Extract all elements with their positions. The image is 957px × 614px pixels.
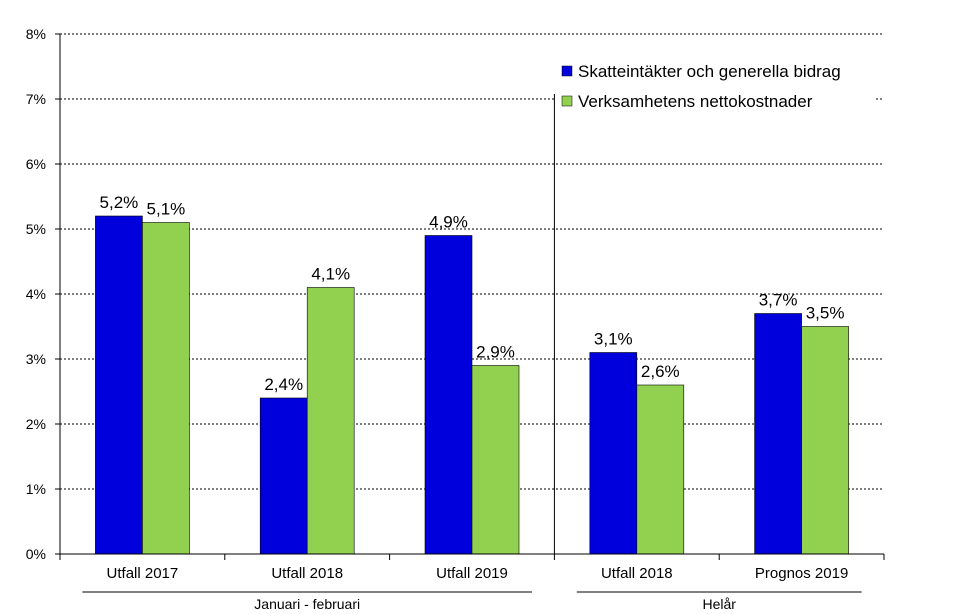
data-label: 5,2% [100, 193, 139, 212]
bars [95, 215, 849, 555]
group-label: Helår [702, 596, 736, 612]
x-category-label: Utfall 2018 [601, 565, 673, 582]
x-category-label: Utfall 2017 [107, 565, 179, 582]
bar-skatteintakter [754, 313, 802, 555]
bar-skatteintakter [589, 352, 638, 555]
data-label: 3,1% [594, 330, 633, 349]
y-tick-label: 2% [26, 416, 46, 432]
y-tick-label: 6% [26, 156, 46, 172]
legend-label: Verksamhetens nettokostnader [578, 92, 813, 111]
data-labels: 5,2% 2,4% 4,9% 3,1% 3,7% 5,1% 4,1% 2,9% 2,6% 3,5% [100, 193, 845, 394]
x-category-label: Utfall 2019 [436, 565, 508, 582]
data-label: 2,4% [264, 375, 303, 394]
x-category-label: Utfall 2018 [271, 565, 343, 582]
y-tick-label: 1% [26, 481, 46, 497]
bar-nettokostnader [801, 326, 849, 555]
legend-swatch [561, 65, 573, 77]
x-category-label: Prognos 2019 [755, 565, 848, 582]
bar-nettokostnader [471, 365, 520, 555]
legend: Skatteintäkter och generella bidrag Verks… [555, 52, 875, 120]
data-label: 4,1% [311, 265, 350, 284]
group-labels: Januari - februari Helår [82, 591, 862, 612]
bar-skatteintakter [424, 235, 473, 555]
data-label: 3,7% [759, 291, 798, 310]
y-tick-label: 7% [26, 91, 46, 107]
category-labels: Utfall 2017 Utfall 2018 Utfall 2019 Utfall … [107, 565, 849, 582]
y-tick-label: 8% [26, 26, 46, 42]
bar-nettokostnader [306, 287, 355, 555]
group-label: Januari - februari [254, 596, 360, 612]
data-label: 2,6% [641, 362, 680, 381]
bar-skatteintakter [259, 397, 308, 555]
legend-background [555, 52, 875, 120]
bar-skatteintakter [95, 215, 143, 555]
y-axis-ticks: 0% 1% 2% 3% 4% 5% 6% 7% 8% [26, 26, 60, 562]
data-label: 3,5% [806, 304, 845, 323]
bar-nettokostnader [142, 222, 190, 555]
data-label: 5,1% [147, 200, 186, 219]
data-label: 4,9% [429, 213, 468, 232]
data-label: 2,9% [476, 343, 515, 362]
legend-label: Skatteintäkter och generella bidrag [578, 62, 841, 81]
axes [59, 34, 885, 560]
y-tick-label: 4% [26, 286, 46, 302]
y-tick-label: 3% [26, 351, 46, 367]
y-tick-label: 0% [26, 546, 46, 562]
y-tick-label: 5% [26, 221, 46, 237]
legend-swatch [561, 95, 573, 107]
bar-nettokostnader [636, 384, 685, 555]
